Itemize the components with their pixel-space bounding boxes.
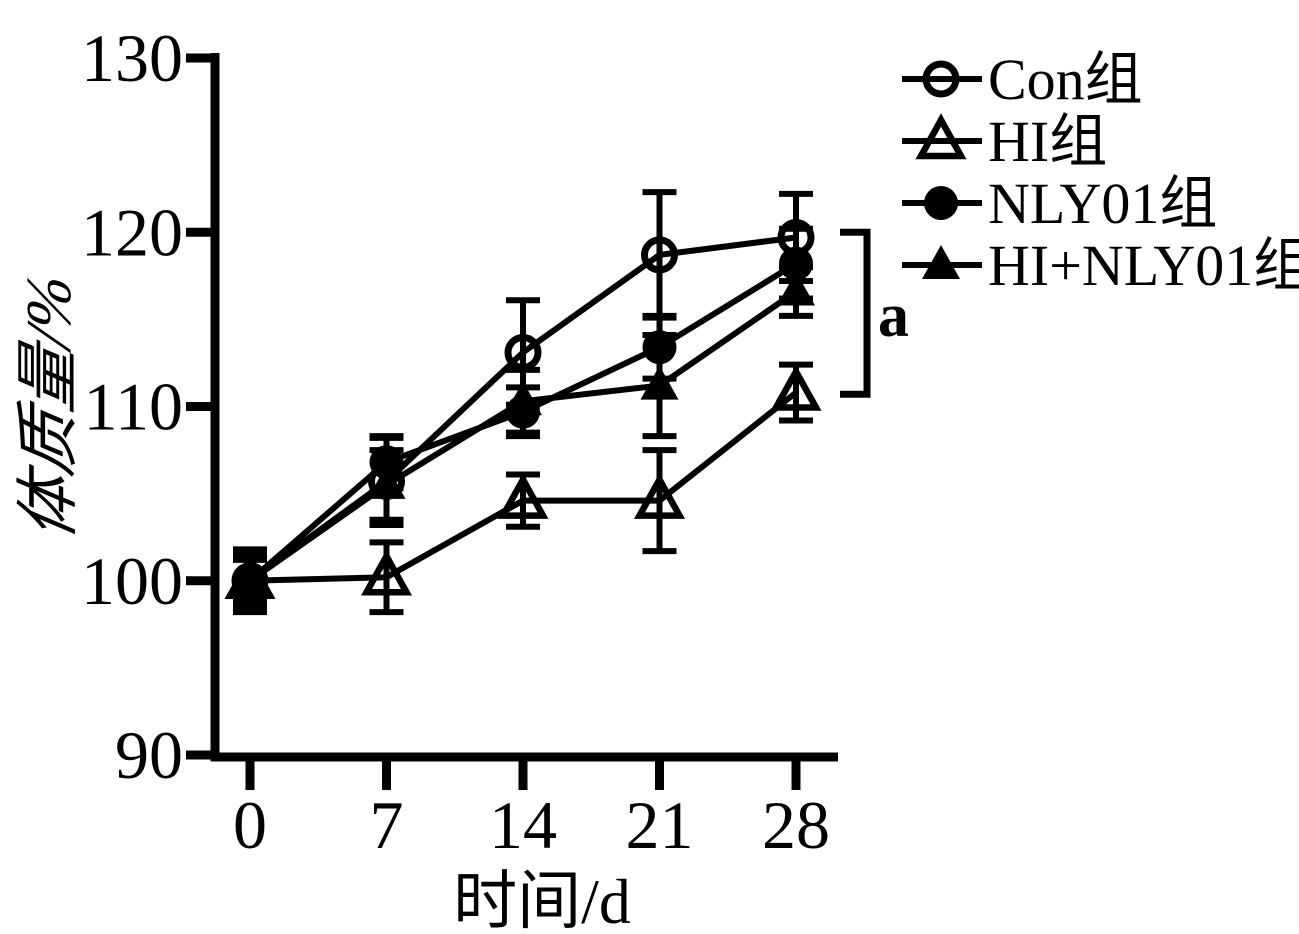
data-point-filled-circle [369,445,404,480]
significance-bracket [840,228,871,398]
legend-marker-filled-circle [924,186,958,220]
legend-marker-open-circle [922,60,960,98]
data-point-filled-circle [642,330,677,365]
data-point-open-circle [641,236,678,274]
x-tick-label: 0 [233,787,267,863]
data-point-filled-triangle [231,560,269,595]
legend-label: NLY01组 [988,171,1217,236]
x-tick-label: 21 [626,787,694,863]
x-tick-label: 28 [762,787,830,863]
data-point-open-triangle [633,472,686,519]
y-tick-label: 110 [84,369,183,445]
series-line-HI组 [249,390,798,584]
data-point-open-triangle [360,549,413,596]
data-point-open-circle [504,333,542,371]
x-tick-label: 7 [370,787,404,863]
legend-label: HI组 [988,109,1107,174]
legend-marker-filled-triangle [922,245,960,279]
legend-label: Con组 [988,47,1143,112]
data-point-filled-circle [779,246,813,281]
y-tick-label: 90 [115,717,183,793]
data-point-open-triangle [770,364,822,411]
y-tick-label: 100 [81,543,183,619]
data-point-filled-triangle [367,464,406,499]
y-axis-title: 体质量/% [13,269,84,545]
y-tick-label: 130 [81,20,183,96]
data-point-open-triangle [497,472,549,519]
data-point-filled-triangle [504,381,542,416]
significance-label: a [878,282,909,350]
legend-marker-open-triangle [915,113,967,160]
y-tick-label: 120 [81,194,183,270]
data-point-filled-triangle [777,271,815,306]
legend-label: HI+NLY01组 [988,233,1299,298]
x-axis-title: 时间/d [453,866,631,934]
data-point-filled-triangle [640,365,679,400]
x-tick-label: 14 [489,787,557,863]
